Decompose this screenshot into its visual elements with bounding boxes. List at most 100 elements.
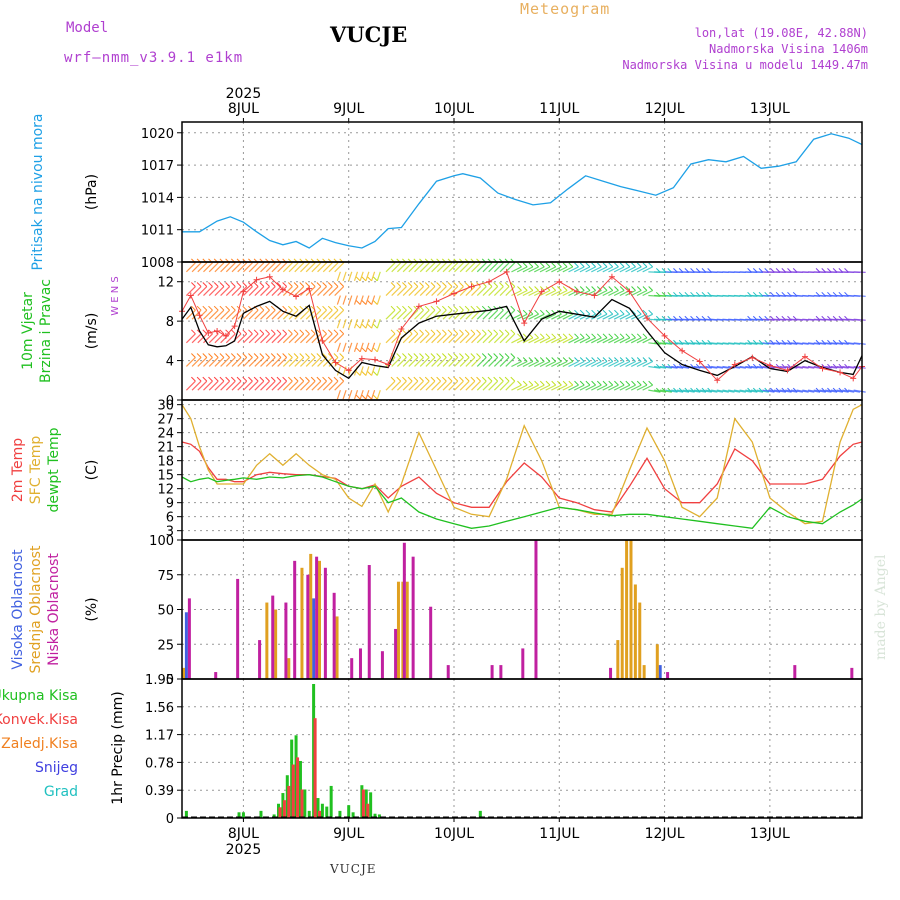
bar-conv (287, 785, 291, 818)
y-tick-label: 1014 (141, 191, 174, 206)
panel-label: 2m Temp (10, 438, 26, 502)
bar-mid (620, 567, 624, 679)
bar-low (293, 560, 297, 679)
bar-conv (318, 810, 321, 818)
gust-point (433, 298, 440, 305)
y-tick-label: 0.78 (145, 756, 174, 771)
gust-point (521, 320, 528, 327)
gust-point (266, 273, 273, 280)
bar-mid (625, 540, 629, 679)
bar-low (187, 598, 191, 679)
y-tick-label: 9 (166, 497, 174, 512)
legend-entry: Snijeg (35, 760, 78, 776)
y-tick-label: 1020 (141, 127, 174, 142)
x-tick-label-bottom: 13JUL (750, 826, 790, 842)
gust-point (253, 276, 260, 283)
wind-barbs (185, 258, 866, 400)
bar-mid (318, 560, 321, 679)
series-t2m (181, 441, 863, 513)
bar-conv (296, 757, 300, 818)
panel-label: Brzina i Pravac (38, 279, 54, 383)
bar-low (793, 665, 797, 679)
model-run: wrf–nmm_v3.9.1 e1km (64, 50, 244, 66)
series-mslp (182, 133, 863, 249)
gust-point (626, 288, 633, 295)
y-tick-label: 50 (157, 604, 174, 619)
bar-low (315, 556, 319, 679)
y-tick-label: 21 (157, 441, 174, 456)
gust-point (279, 286, 286, 293)
gust-point (385, 361, 392, 368)
gust-point (837, 369, 844, 376)
panel-label: Pritisak na nivou mora (30, 113, 46, 270)
y-tick-label: 24 (157, 427, 174, 442)
model-label: Model (66, 20, 109, 36)
panel-label: SFC Temp (28, 436, 44, 505)
legend-entry: Konvek.Kisa (0, 712, 78, 728)
bar-mid (182, 667, 185, 679)
y-tick-label: 15 (157, 469, 174, 484)
series-dew (181, 474, 863, 529)
y-tick-label: 4 (166, 355, 174, 370)
series-sfc (181, 404, 863, 525)
bar-mid (335, 616, 339, 679)
gust-point (222, 332, 229, 339)
gust-point (345, 367, 352, 374)
bar-mid (642, 665, 646, 679)
x-tick-label-top: 12JUL (645, 101, 685, 117)
bar-low (323, 567, 327, 679)
x-tick-label-top: 8JUL (228, 101, 259, 117)
gust-point (398, 326, 405, 333)
bar-low (402, 542, 406, 679)
unit-label: (%) (84, 597, 100, 621)
bar-total (237, 812, 241, 818)
bar-low (521, 648, 525, 679)
panel-frame (181, 678, 863, 819)
bar-low (490, 665, 494, 679)
bar-mid (274, 609, 278, 679)
bar-conv (366, 803, 370, 818)
bar-conv (291, 764, 295, 818)
x-tick-label-bottom: 8JUL (228, 826, 259, 842)
x-tick-label-bottom: 10JUL (434, 826, 474, 842)
bar-total (347, 805, 351, 818)
bar-mid (287, 658, 291, 679)
bar-low (358, 648, 362, 679)
bar-conv (361, 789, 365, 818)
bar-mid (300, 567, 304, 679)
bar-total (377, 814, 381, 818)
gust-point (749, 354, 756, 361)
panel-label: Niska Oblacnost (46, 553, 62, 666)
y-tick-label: 1.56 (145, 701, 174, 716)
x-tick-label-top: 9JUL (333, 101, 364, 117)
legend-entry: Zaledj.Kisa (1, 736, 78, 752)
bar-low (394, 628, 398, 679)
y-tick-label: 1011 (141, 224, 174, 239)
y-tick-label: 27 (157, 413, 174, 428)
bar-total (373, 813, 377, 818)
panel-label: 10m Vjetar (20, 292, 36, 370)
bar-high (658, 665, 662, 679)
gust-point (231, 323, 238, 330)
bar-mid (633, 584, 637, 679)
x-tick-label-bottom: 12JUL (645, 826, 685, 842)
gust-point (819, 365, 826, 372)
year-label-bottom: 2025 (226, 842, 262, 858)
unit-label: (hPa) (84, 174, 100, 210)
gust-point (784, 367, 791, 374)
bar-low (284, 602, 288, 679)
bar-total (478, 810, 482, 818)
gust-point (486, 278, 493, 285)
footer-station: VUCJE (330, 862, 377, 876)
elevation: Nadmorska Visina 1406m (709, 42, 868, 56)
y-tick-label: 12 (157, 276, 174, 291)
bar-low (258, 640, 262, 679)
x-tick-label-top: 13JUL (750, 101, 790, 117)
x-tick-label-bottom: 11JUL (539, 826, 579, 842)
bar-conv (300, 789, 304, 818)
y-tick-label: 8 (166, 315, 174, 330)
bar-mid (265, 602, 269, 679)
bar-total (184, 810, 188, 818)
gust-point (293, 293, 300, 300)
